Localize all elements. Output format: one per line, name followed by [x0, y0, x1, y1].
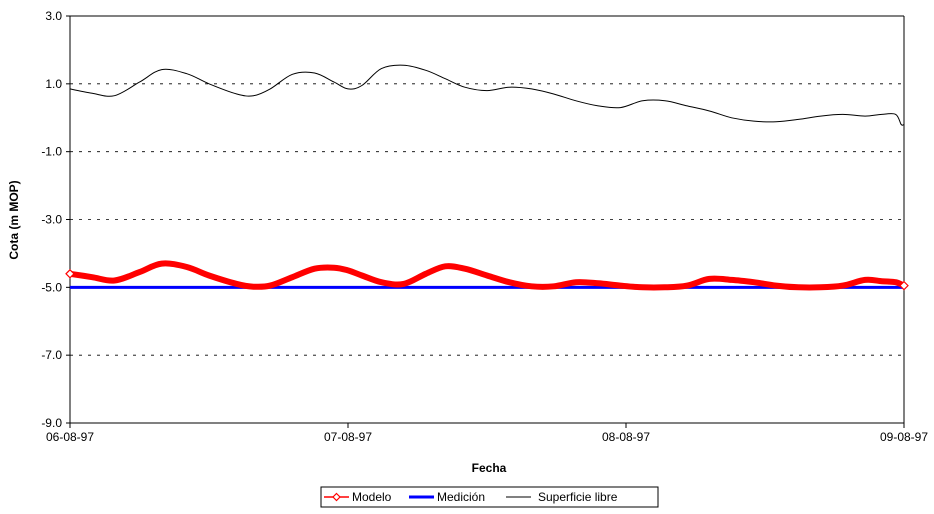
legend-label-medicion: Medición — [437, 490, 485, 504]
legend-label-modelo: Modelo — [352, 490, 392, 504]
x-tick-label: 09-08-97 — [880, 430, 928, 444]
tick-labels: -9.0 -7.0 -5.0 -3.0 -1.0 1.0 3.0 06-08-97 07-08-… — [41, 9, 928, 444]
x-tick-label: 06-08-97 — [46, 430, 94, 444]
y-tick-label: -3.0 — [41, 213, 62, 227]
y-tick-label: -5.0 — [41, 280, 62, 294]
legend-marker-modelo — [332, 492, 341, 502]
series-line-superficie-libre — [69, 64, 905, 126]
series-marker-modelo — [65, 268, 75, 279]
y-axis-title: Cota (m MOP) — [7, 180, 21, 259]
x-axis-title: Fecha — [472, 461, 507, 475]
series-marker-modelo — [899, 280, 909, 291]
legend: Modelo Medición Superficie libre — [320, 486, 659, 508]
x-tick-label: 08-08-97 — [602, 430, 650, 444]
y-tick-label: -9.0 — [41, 416, 62, 430]
legend-label-superficie: Superficie libre — [538, 490, 618, 504]
series-lines — [65, 64, 909, 291]
series-line-modelo — [67, 260, 907, 291]
y-tick-label: 1.0 — [45, 77, 62, 91]
y-tick-label: -1.0 — [41, 145, 62, 159]
y-tick-label: 3.0 — [45, 9, 62, 23]
y-tick-label: -7.0 — [41, 348, 62, 362]
x-tick-label: 07-08-97 — [324, 430, 372, 444]
legend-box — [320, 486, 659, 508]
